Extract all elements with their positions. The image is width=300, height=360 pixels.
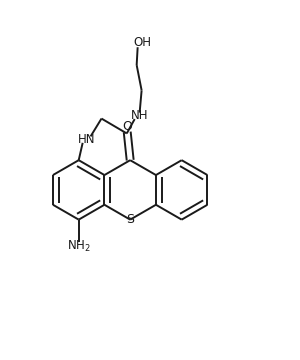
Text: HN: HN bbox=[78, 133, 95, 146]
Text: OH: OH bbox=[134, 36, 152, 49]
Text: S: S bbox=[126, 213, 134, 226]
Text: NH: NH bbox=[131, 109, 148, 122]
Text: NH$_2$: NH$_2$ bbox=[67, 239, 91, 255]
Text: O: O bbox=[122, 120, 132, 133]
